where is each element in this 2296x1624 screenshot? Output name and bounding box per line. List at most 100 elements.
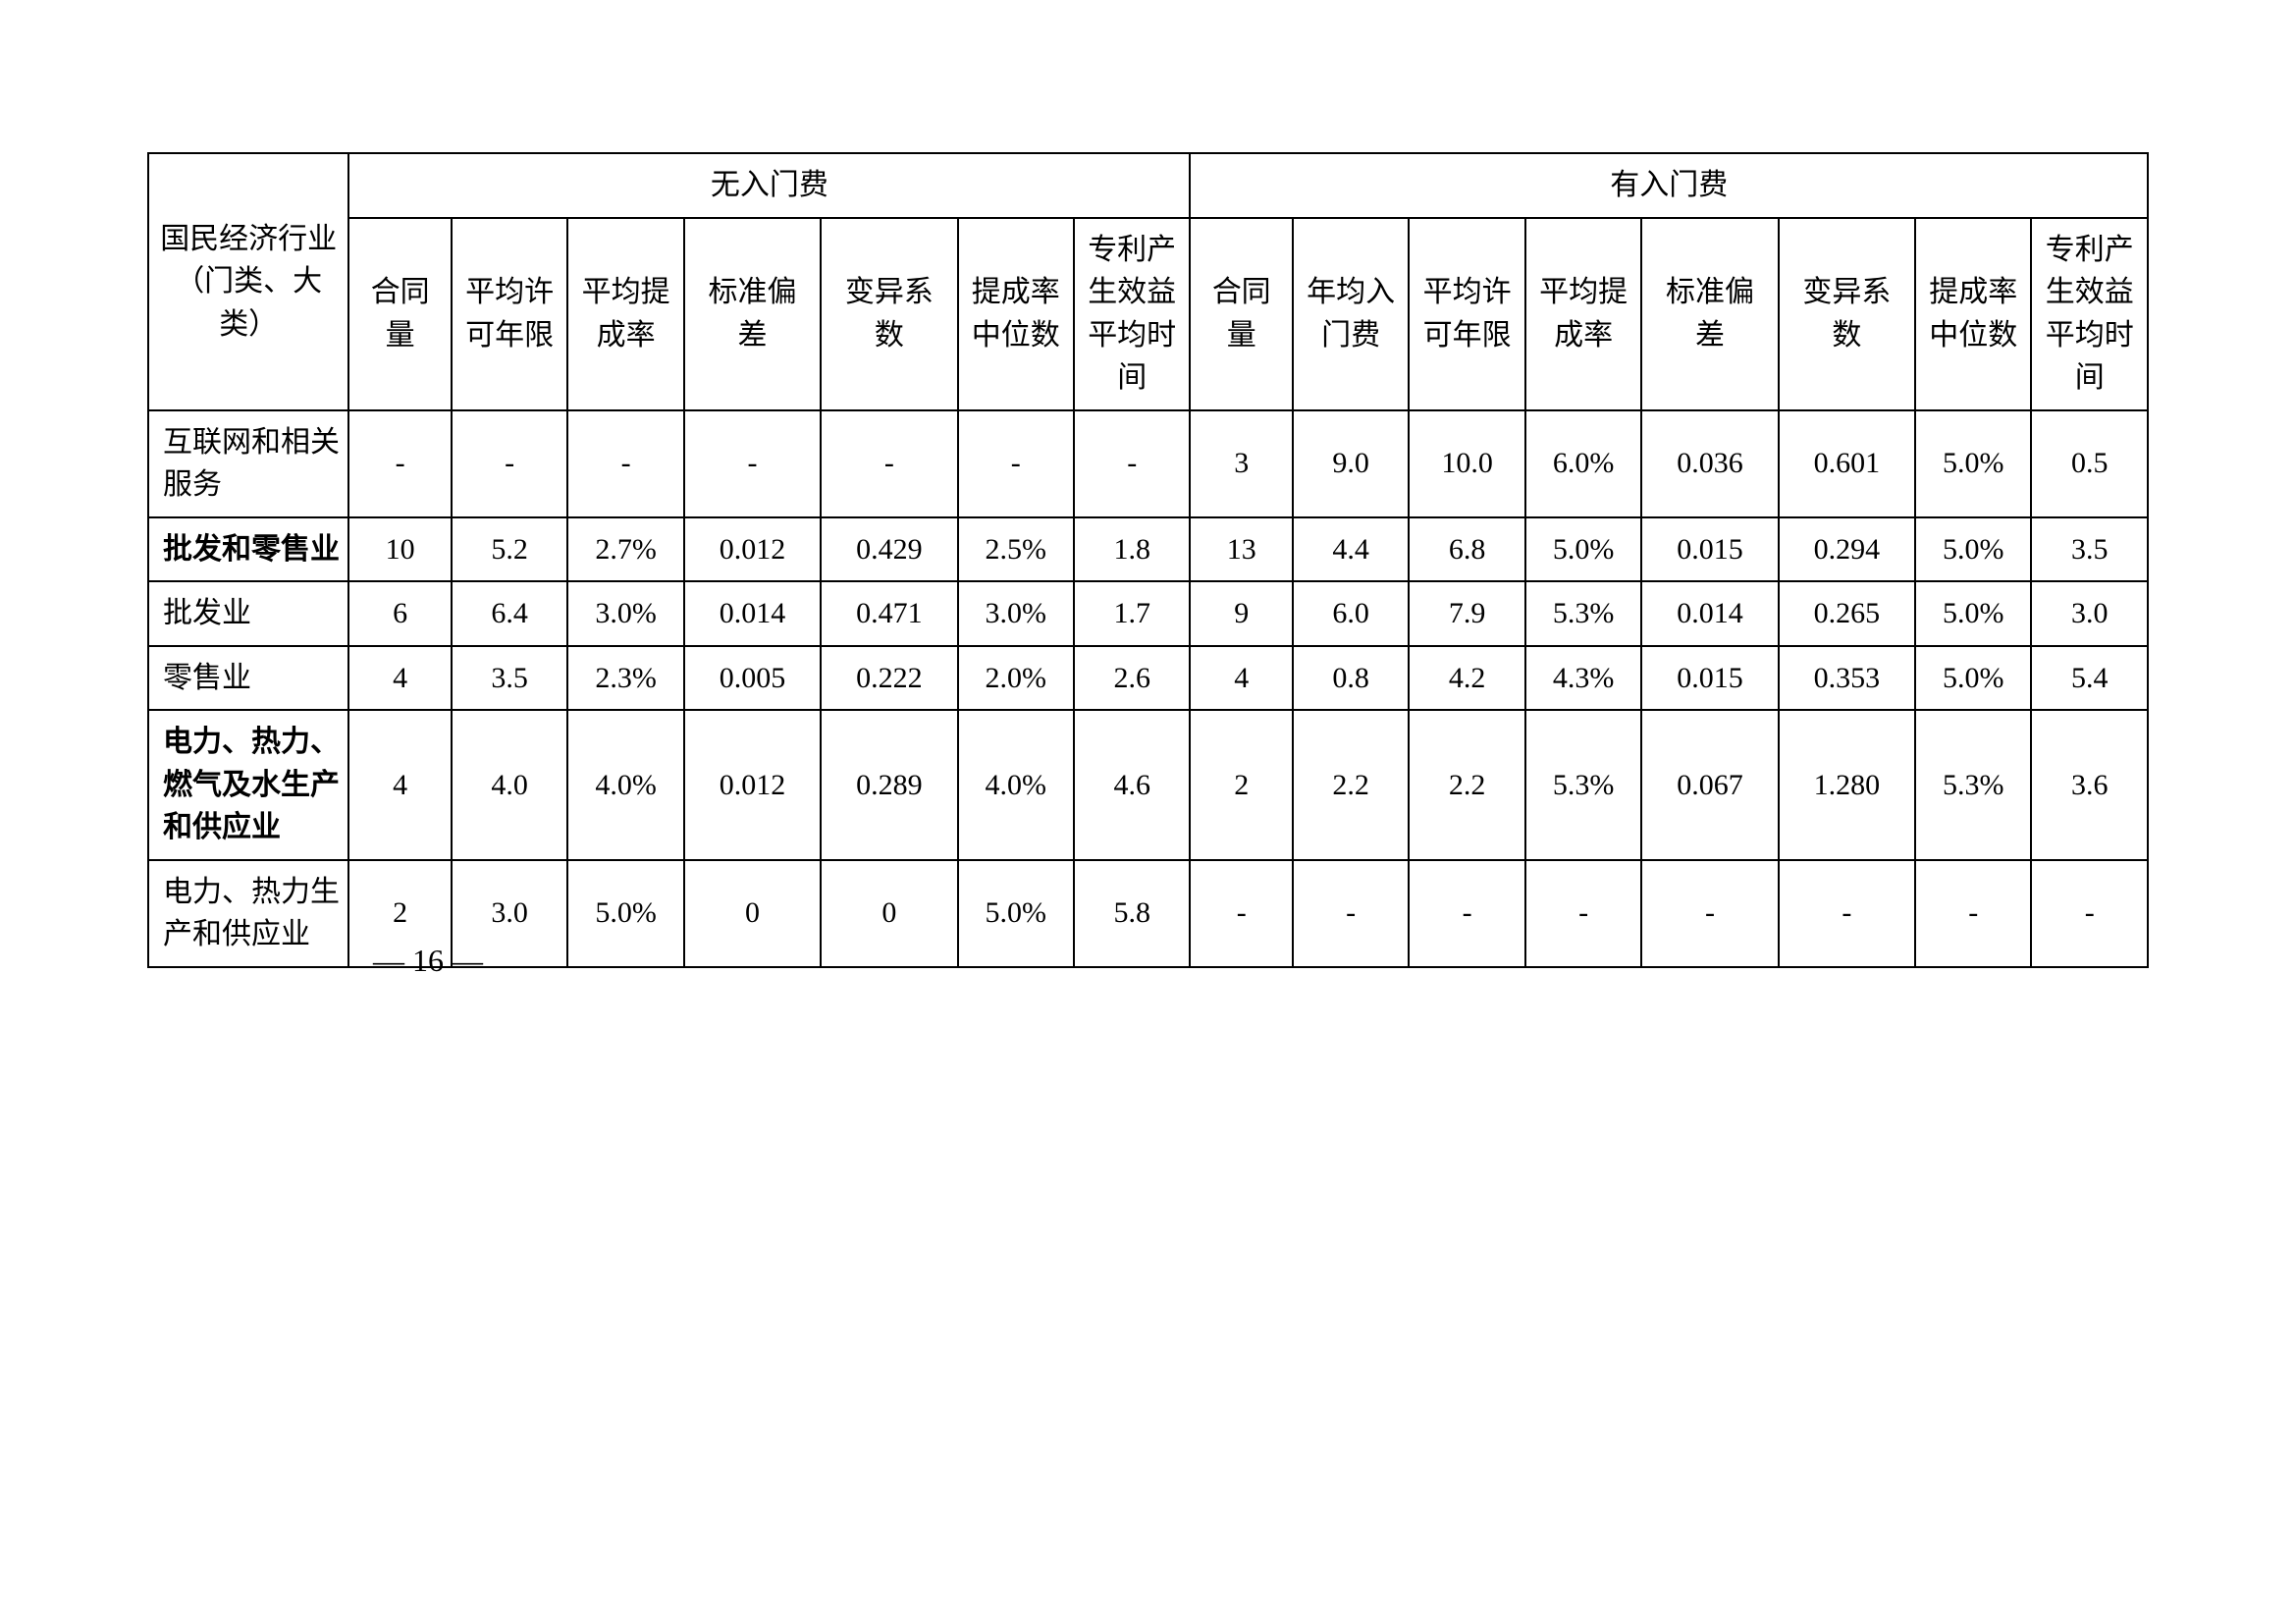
cell-with-fee: 10.0 (1409, 410, 1524, 517)
cell-with-fee: 2 (1190, 710, 1293, 860)
cell-with-fee: 4.3% (1525, 646, 1641, 711)
cell-no-fee: - (684, 410, 821, 517)
cell-no-fee: 0.429 (821, 517, 957, 582)
cell-no-fee: 4 (348, 710, 452, 860)
col-with-fee-1: 年均入门费 (1293, 218, 1409, 410)
cell-with-fee: - (1293, 860, 1409, 967)
industry-table: 国民经济行业（门类、大类） 无入门费 有入门费 合同量 平均许可年限 平均提成率… (147, 152, 2149, 968)
col-no-fee-1: 平均许可年限 (452, 218, 567, 410)
row-label: 电力、热力、燃气及水生产和供应业 (148, 710, 348, 860)
cell-with-fee: 4.4 (1293, 517, 1409, 582)
cell-with-fee: 0.601 (1779, 410, 1915, 517)
cell-no-fee: 3.0% (958, 581, 1074, 646)
col-with-fee-2: 平均许可年限 (1409, 218, 1524, 410)
col-with-fee-5: 变异系数 (1779, 218, 1915, 410)
cell-with-fee: - (1641, 860, 1778, 967)
cell-no-fee: - (958, 410, 1074, 517)
cell-with-fee: 4 (1190, 646, 1293, 711)
cell-no-fee: 4.0 (452, 710, 567, 860)
cell-no-fee: 0.014 (684, 581, 821, 646)
cell-no-fee: 5.2 (452, 517, 567, 582)
cell-with-fee: 5.0% (1915, 517, 2031, 582)
cell-no-fee: 4 (348, 646, 452, 711)
col-no-fee-6: 专利产生效益平均时间 (1074, 218, 1190, 410)
cell-no-fee: 0.005 (684, 646, 821, 711)
page-number: — 16 — (373, 943, 483, 979)
cell-with-fee: 0.015 (1641, 517, 1778, 582)
col-with-fee-4: 标准偏差 (1641, 218, 1778, 410)
page-content: 国民经济行业（门类、大类） 无入门费 有入门费 合同量 平均许可年限 平均提成率… (147, 152, 2149, 968)
cell-with-fee: 5.0% (1915, 581, 2031, 646)
cell-with-fee: 0.265 (1779, 581, 1915, 646)
col-with-fee-7: 专利产生效益平均时间 (2031, 218, 2148, 410)
cell-no-fee: 3.5 (452, 646, 567, 711)
cell-with-fee: 9.0 (1293, 410, 1409, 517)
col-no-fee-2: 平均提成率 (567, 218, 683, 410)
cell-no-fee: 4.0% (567, 710, 683, 860)
table-row: 零售业43.52.3%0.0050.2222.0%2.640.84.24.3%0… (148, 646, 2148, 711)
cell-with-fee: 2.2 (1409, 710, 1524, 860)
cell-with-fee: - (1779, 860, 1915, 967)
col-industry: 国民经济行业（门类、大类） (148, 153, 348, 410)
col-with-fee-0: 合同量 (1190, 218, 1293, 410)
cell-no-fee: 4.0% (958, 710, 1074, 860)
cell-no-fee: 0 (821, 860, 957, 967)
cell-no-fee: 5.0% (567, 860, 683, 967)
col-no-fee-3: 标准偏差 (684, 218, 821, 410)
col-with-fee-3: 平均提成率 (1525, 218, 1641, 410)
cell-no-fee: 0.012 (684, 517, 821, 582)
cell-no-fee: - (348, 410, 452, 517)
cell-no-fee: 6.4 (452, 581, 567, 646)
cell-with-fee: 0.294 (1779, 517, 1915, 582)
cell-no-fee: - (452, 410, 567, 517)
cell-with-fee: 5.4 (2031, 646, 2148, 711)
cell-no-fee: 2.5% (958, 517, 1074, 582)
cell-with-fee: 3.5 (2031, 517, 2148, 582)
table-row: 批发和零售业105.22.7%0.0120.4292.5%1.8134.46.8… (148, 517, 2148, 582)
cell-with-fee: 0.8 (1293, 646, 1409, 711)
cell-with-fee: 2.2 (1293, 710, 1409, 860)
cell-with-fee: 3.0 (2031, 581, 2148, 646)
cell-no-fee: 0.471 (821, 581, 957, 646)
col-no-fee-5: 提成率中位数 (958, 218, 1074, 410)
cell-with-fee: - (1190, 860, 1293, 967)
cell-with-fee: - (1525, 860, 1641, 967)
cell-no-fee: 5.8 (1074, 860, 1190, 967)
cell-no-fee: 1.7 (1074, 581, 1190, 646)
cell-with-fee: 5.3% (1915, 710, 2031, 860)
cell-with-fee: 0.036 (1641, 410, 1778, 517)
cell-with-fee: 5.0% (1525, 517, 1641, 582)
cell-with-fee: 3.6 (2031, 710, 2148, 860)
cell-no-fee: 0.289 (821, 710, 957, 860)
cell-with-fee: - (1409, 860, 1524, 967)
cell-with-fee: 6.8 (1409, 517, 1524, 582)
cell-no-fee: 0.222 (821, 646, 957, 711)
colgroup-with-fee: 有入门费 (1190, 153, 2148, 218)
row-label: 批发和零售业 (148, 517, 348, 582)
cell-no-fee: - (821, 410, 957, 517)
cell-with-fee: 0.014 (1641, 581, 1778, 646)
cell-with-fee: 0.353 (1779, 646, 1915, 711)
cell-with-fee: 3 (1190, 410, 1293, 517)
cell-no-fee: 3.0% (567, 581, 683, 646)
cell-with-fee: 5.3% (1525, 710, 1641, 860)
cell-no-fee: 1.8 (1074, 517, 1190, 582)
header-row-cols: 合同量 平均许可年限 平均提成率 标准偏差 变异系数 提成率中位数 专利产生效益… (148, 218, 2148, 410)
row-label: 零售业 (148, 646, 348, 711)
cell-with-fee: 5.0% (1915, 646, 2031, 711)
row-label: 批发业 (148, 581, 348, 646)
cell-no-fee: 2.7% (567, 517, 683, 582)
table-row: 批发业66.43.0%0.0140.4713.0%1.796.07.95.3%0… (148, 581, 2148, 646)
cell-with-fee: 13 (1190, 517, 1293, 582)
cell-no-fee: 2.3% (567, 646, 683, 711)
cell-with-fee: 5.0% (1915, 410, 2031, 517)
cell-no-fee: - (567, 410, 683, 517)
cell-no-fee: 6 (348, 581, 452, 646)
cell-with-fee: 9 (1190, 581, 1293, 646)
table-row: 电力、热力、燃气及水生产和供应业44.04.0%0.0120.2894.0%4.… (148, 710, 2148, 860)
col-no-fee-0: 合同量 (348, 218, 452, 410)
cell-no-fee: 4.6 (1074, 710, 1190, 860)
cell-with-fee: 4.2 (1409, 646, 1524, 711)
cell-no-fee: - (1074, 410, 1190, 517)
cell-with-fee: 1.280 (1779, 710, 1915, 860)
